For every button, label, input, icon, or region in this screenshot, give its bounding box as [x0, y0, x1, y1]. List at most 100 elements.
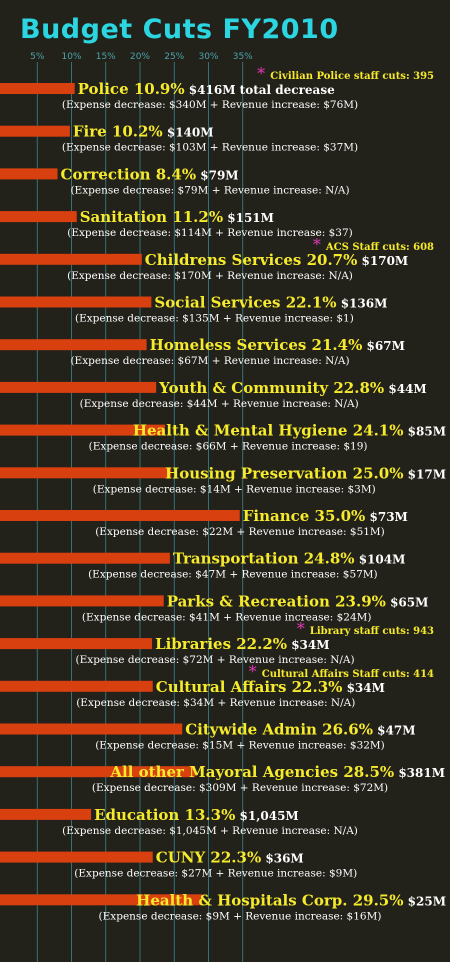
- note-text: Civilian Police staff cuts: 395: [270, 71, 434, 82]
- staff-cut-note: * ACS Staff cuts: 608: [313, 235, 434, 254]
- bar: [0, 894, 203, 906]
- amount-label: $136M: [337, 297, 388, 311]
- chart-title: Budget Cuts FY2010: [20, 14, 339, 45]
- amount-label: $65M: [386, 595, 429, 609]
- row-label: Health & Mental Hygiene 24.1% $85M: [133, 422, 446, 440]
- x-tick-label: 20%: [130, 52, 150, 62]
- bar: [0, 339, 147, 351]
- category-label: Finance 35.0%: [243, 507, 366, 525]
- detail-label: (Expense decrease: $14M + Revenue increa…: [93, 483, 376, 495]
- row-label: All other Mayoral Agencies 28.5% $381M: [109, 763, 445, 781]
- row-label: Police 10.9% $416M total decrease: [78, 80, 335, 98]
- detail-label: (Expense decrease: $47M + Revenue increa…: [88, 569, 378, 581]
- bar: [0, 424, 166, 436]
- category-label: Police 10.9%: [78, 80, 185, 98]
- category-label: Youth & Community 22.8%: [158, 379, 384, 397]
- note-text: Library staff cuts: 943: [310, 626, 434, 637]
- bar: [0, 808, 92, 820]
- category-label: Housing Preservation 25.0%: [165, 464, 403, 482]
- category-label: Transportation 24.8%: [173, 550, 355, 568]
- category-label: Correction 8.4%: [61, 165, 197, 183]
- row-label: Fire 10.2% $140M: [73, 123, 214, 141]
- category-label: Parks & Recreation 23.9%: [167, 592, 386, 610]
- bar: [0, 723, 183, 735]
- category-label: Fire 10.2%: [73, 123, 163, 141]
- amount-label: $73M: [365, 510, 408, 524]
- detail-label: (Expense decrease: $72M + Revenue increa…: [76, 654, 355, 666]
- note-text: Cultural Affairs Staff cuts: 414: [262, 669, 434, 680]
- detail-label: (Expense decrease: $135M + Revenue incre…: [75, 313, 354, 325]
- bar: [0, 680, 153, 692]
- row-label: Citywide Admin 26.6% $47M: [185, 721, 415, 739]
- detail-label: (Expense decrease: $27M + Revenue increa…: [74, 868, 357, 880]
- asterisk-icon: *: [257, 64, 270, 83]
- bar: [0, 296, 152, 308]
- amount-label: $34M: [342, 681, 385, 695]
- detail-label: (Expense decrease: $309M + Revenue incre…: [92, 782, 388, 794]
- x-tick-label: 10%: [61, 52, 81, 62]
- bar: [0, 211, 77, 223]
- amount-label: $151M: [223, 211, 274, 225]
- detail-label: (Expense decrease: $67M + Revenue increa…: [70, 355, 349, 367]
- amount-label: $1,045M: [235, 809, 298, 823]
- detail-label: (Expense decrease: $170M + Revenue incre…: [67, 270, 353, 282]
- staff-cut-note: * Library staff cuts: 943: [297, 619, 434, 638]
- row-label: Parks & Recreation 23.9% $65M: [167, 592, 429, 610]
- amount-label: $104M: [355, 553, 406, 567]
- amount-label: $47M: [373, 724, 416, 738]
- amount-label: $416M total decrease: [185, 83, 335, 97]
- bar: [0, 253, 142, 265]
- bar: [0, 595, 164, 607]
- amount-label: $44M: [384, 382, 427, 396]
- amount-label: $17M: [403, 467, 446, 481]
- detail-label: (Expense decrease: $340M + Revenue incre…: [62, 99, 358, 111]
- amount-label: $85M: [403, 425, 446, 439]
- row-label: Social Services 22.1% $136M: [154, 294, 387, 312]
- row-label: Sanitation 11.2% $151M: [80, 208, 274, 226]
- bar: [0, 381, 157, 393]
- row-label: CUNY 22.3% $36M: [156, 849, 304, 867]
- amount-label: $67M: [362, 339, 405, 353]
- row-label: Homeless Services 21.4% $67M: [150, 336, 405, 354]
- amount-label: $170M: [357, 254, 408, 268]
- row-label: Childrens Services 20.7% $170M: [145, 251, 408, 269]
- amount-label: $36M: [261, 852, 304, 866]
- row-label: Youth & Community 22.8% $44M: [158, 379, 427, 397]
- category-label: Homeless Services 21.4%: [150, 336, 363, 354]
- detail-label: (Expense decrease: $114M + Revenue incre…: [67, 227, 353, 239]
- category-label: Health & Hospitals Corp. 29.5%: [136, 891, 403, 909]
- bar: [0, 766, 196, 778]
- x-tick-label: 35%: [233, 52, 253, 62]
- asterisk-icon: *: [297, 619, 310, 638]
- category-label: All other Mayoral Agencies 28.5%: [109, 763, 394, 781]
- bar: [0, 552, 170, 564]
- amount-label: $25M: [403, 894, 446, 908]
- row-label: Health & Hospitals Corp. 29.5% $25M: [136, 891, 446, 909]
- x-tick-label: 30%: [198, 52, 218, 62]
- bar: [0, 467, 172, 479]
- row-label: Transportation 24.8% $104M: [173, 550, 406, 568]
- detail-label: (Expense decrease: $66M + Revenue increa…: [89, 441, 368, 453]
- detail-label: (Expense decrease: $103M + Revenue incre…: [62, 142, 358, 154]
- category-label: Libraries 22.2%: [155, 635, 287, 653]
- amount-label: $140M: [163, 126, 214, 140]
- x-tick-label: 15%: [96, 52, 116, 62]
- row-label: Finance 35.0% $73M: [243, 507, 408, 525]
- asterisk-icon: *: [313, 235, 326, 254]
- note-text: ACS Staff cuts: 608: [325, 242, 434, 253]
- row-label: Housing Preservation 25.0% $17M: [165, 464, 446, 482]
- category-label: Social Services 22.1%: [154, 294, 336, 312]
- category-label: Childrens Services 20.7%: [145, 251, 358, 269]
- detail-label: (Expense decrease: $1,045M + Revenue inc…: [62, 825, 358, 837]
- bar: [0, 510, 240, 521]
- bar: [0, 168, 58, 180]
- detail-label: (Expense decrease: $34M + Revenue increa…: [76, 697, 355, 709]
- x-tick-label: 25%: [164, 52, 184, 62]
- x-tick-label: 5%: [30, 52, 45, 62]
- detail-label: (Expense decrease: $79M + Revenue increa…: [70, 184, 349, 196]
- staff-cut-note: * Civilian Police staff cuts: 395: [257, 64, 434, 83]
- amount-label: $34M: [287, 638, 330, 652]
- detail-label: (Expense decrease: $9M + Revenue increas…: [99, 910, 382, 922]
- amount-label: $381M: [394, 766, 445, 780]
